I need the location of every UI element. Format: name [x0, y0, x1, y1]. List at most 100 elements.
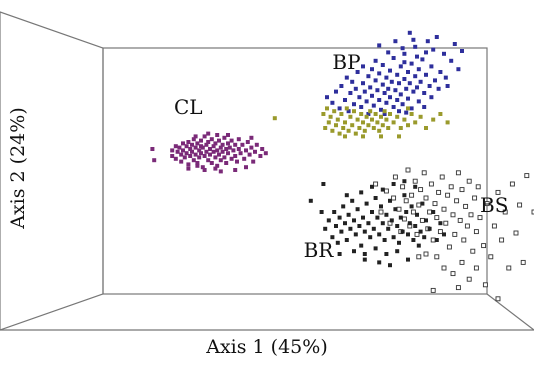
data-point [352, 102, 356, 107]
data-point [341, 204, 346, 209]
data-point [404, 210, 409, 214]
data-point [383, 188, 389, 194]
series-cl [150, 131, 268, 174]
data-point [357, 224, 362, 228]
data-point [484, 201, 490, 207]
data-point [229, 138, 234, 143]
data-point [416, 67, 421, 72]
data-point [343, 98, 347, 102]
data-point [386, 50, 391, 55]
data-point [344, 238, 349, 242]
data-point [193, 152, 198, 157]
group-label-br: BR [304, 238, 335, 262]
data-point [413, 224, 418, 228]
data-point [382, 238, 387, 242]
data-point [191, 137, 196, 142]
data-point [366, 221, 371, 226]
data-point [438, 221, 443, 226]
data-point [184, 144, 189, 149]
data-point [213, 155, 218, 160]
data-point [491, 223, 497, 229]
data-point [251, 159, 256, 164]
data-point [461, 237, 467, 243]
data-point [434, 254, 440, 260]
data-point [368, 109, 373, 114]
data-point [197, 148, 202, 153]
data-point [398, 64, 403, 69]
data-point [506, 265, 512, 271]
data-point [326, 218, 331, 223]
data-point [208, 147, 212, 151]
data-point [202, 154, 207, 158]
data-point [224, 161, 229, 165]
data-point [226, 151, 230, 156]
data-point [344, 75, 349, 80]
data-point [355, 117, 360, 122]
data-point [441, 206, 447, 212]
data-point [335, 117, 340, 122]
data-point [428, 181, 434, 187]
data-point [430, 237, 436, 243]
data-point [253, 149, 257, 154]
data-point [420, 57, 425, 62]
data-point [218, 158, 223, 163]
data-point [260, 147, 265, 151]
data-point [429, 64, 434, 69]
data-point [357, 126, 362, 130]
data-point [401, 216, 407, 222]
data-point [348, 91, 353, 95]
data-point [218, 169, 223, 174]
data-point [438, 70, 443, 74]
data-point [200, 145, 205, 150]
data-point [452, 42, 457, 46]
data-point [488, 254, 494, 260]
data-point [330, 128, 335, 133]
data-point [361, 120, 365, 125]
data-point [348, 226, 353, 231]
data-point [357, 95, 362, 100]
data-point [373, 112, 378, 116]
data-point [206, 140, 211, 144]
data-point [361, 134, 365, 139]
data-point [361, 81, 365, 86]
data-point [346, 109, 351, 114]
data-point [330, 100, 335, 105]
data-point [468, 212, 474, 218]
data-point [341, 126, 346, 130]
series-br [308, 179, 446, 268]
data-point [334, 89, 338, 94]
data-point [403, 198, 409, 204]
data-point [244, 148, 248, 153]
data-point [395, 98, 400, 102]
data-point [397, 240, 401, 245]
data-point [425, 39, 430, 44]
data-point [415, 212, 419, 217]
data-point [445, 84, 450, 88]
data-point [217, 138, 221, 143]
data-point [391, 195, 397, 201]
data-point [406, 96, 410, 101]
data-point [388, 263, 392, 268]
data-point [455, 170, 461, 176]
data-point [335, 240, 340, 245]
data-point [406, 123, 410, 128]
data-point [319, 210, 324, 214]
data-point [368, 85, 373, 90]
data-point [339, 84, 344, 88]
data-point [450, 212, 456, 218]
data-point [448, 184, 454, 190]
data-point [393, 39, 398, 44]
floor-right-edge [486, 293, 534, 331]
data-point [473, 229, 479, 235]
data-point [395, 224, 400, 228]
data-point [422, 91, 427, 95]
data-point [400, 46, 405, 51]
data-point [413, 120, 418, 125]
data-point [211, 149, 216, 154]
data-point [422, 235, 427, 240]
data-point [247, 152, 252, 157]
data-point [388, 198, 392, 203]
data-point [409, 61, 414, 66]
data-point [195, 161, 200, 165]
data-point [380, 63, 385, 67]
